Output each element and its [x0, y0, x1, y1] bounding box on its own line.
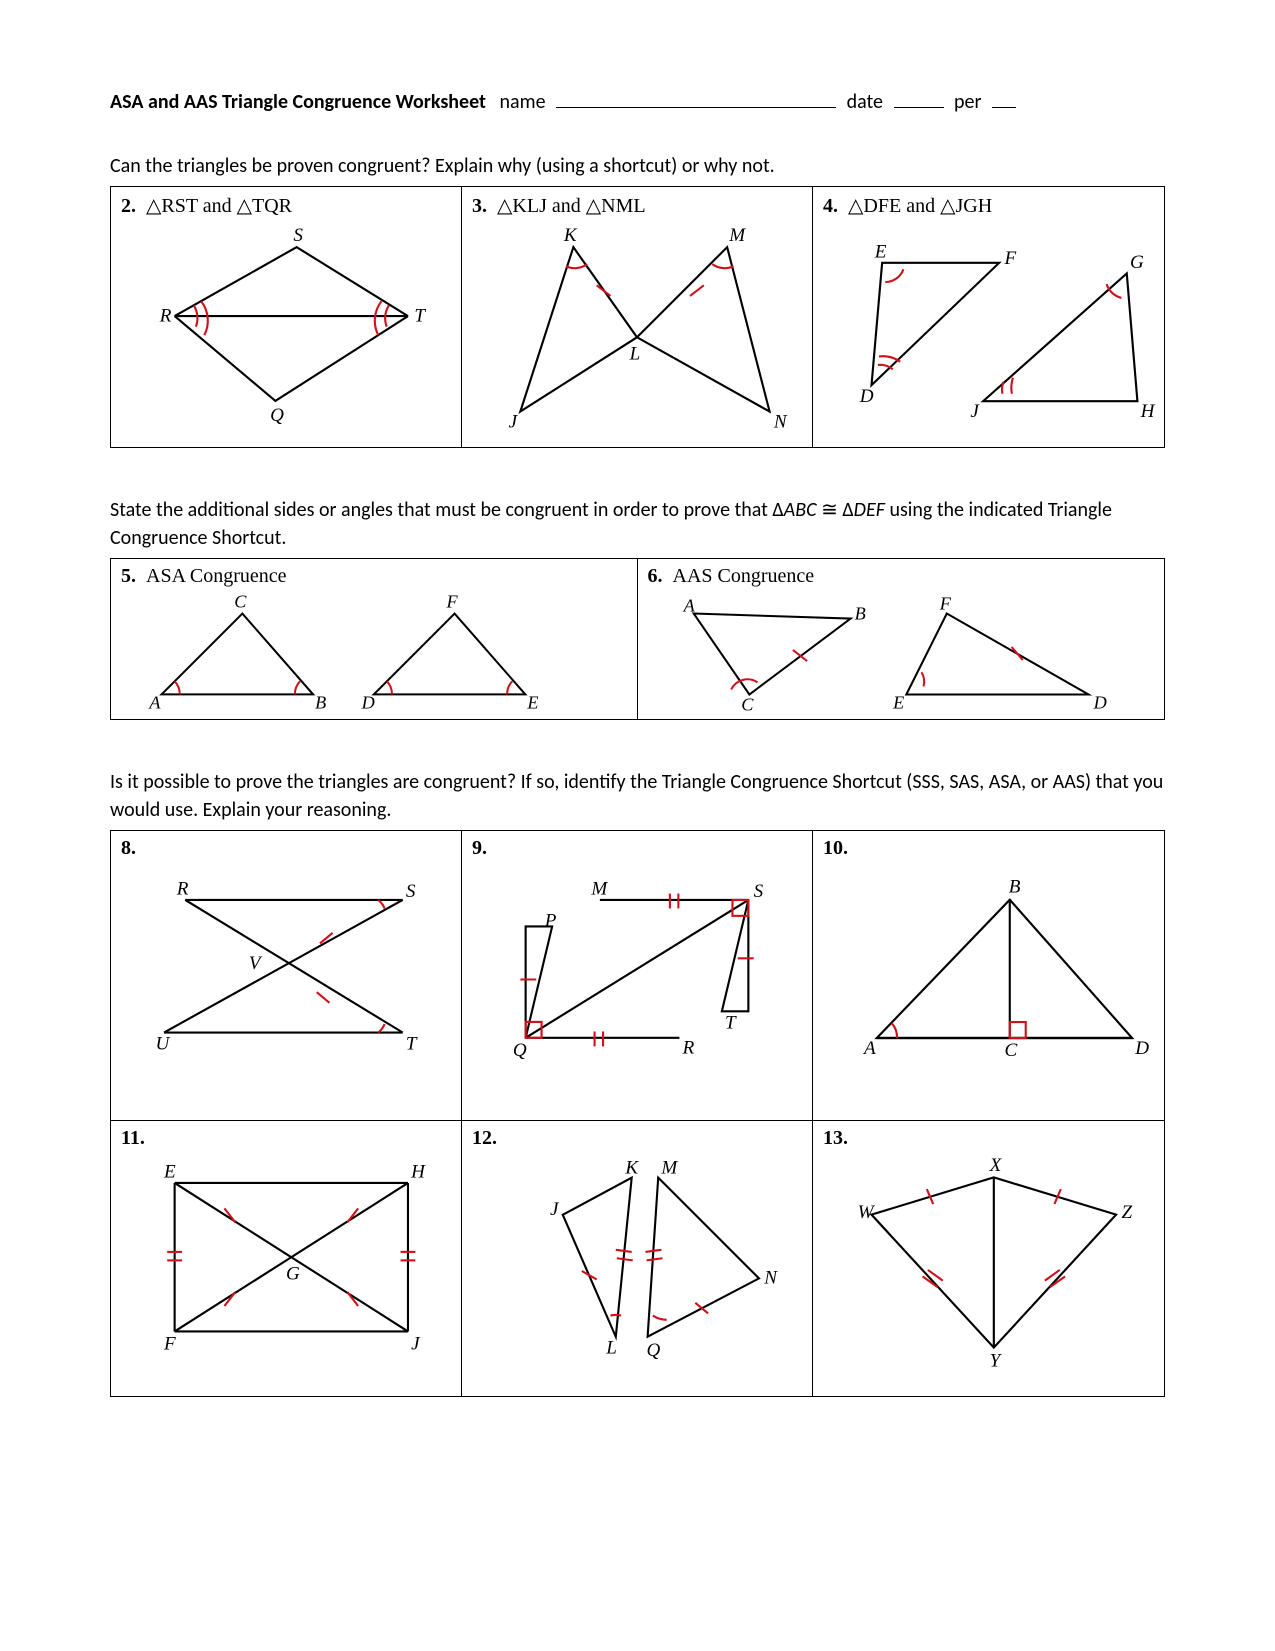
svg-text:E: E [874, 242, 887, 263]
svg-text:U: U [156, 1034, 171, 1055]
svg-text:Q: Q [647, 1340, 661, 1361]
svg-text:L: L [605, 1338, 617, 1359]
svg-text:B: B [854, 604, 865, 624]
problem-3-label: 3. △KLJ and △NML [472, 193, 802, 218]
svg-text:R: R [682, 1038, 695, 1059]
problem-11-diagram: E H F J G [111, 1129, 461, 1396]
svg-text:J: J [509, 411, 519, 432]
problem-12-cell: 12. J K L [462, 1121, 813, 1396]
svg-text:J: J [411, 1333, 421, 1354]
svg-text:R: R [159, 305, 172, 326]
per-blank[interactable] [992, 90, 1016, 108]
worksheet-header: ASA and AAS Triangle Congruence Workshee… [110, 90, 1165, 114]
section3-instruction: Is it possible to prove the triangles ar… [110, 768, 1165, 824]
section2-grid: 5. ASA Congruence A B C D E F [110, 558, 1165, 720]
date-label: date [847, 90, 883, 114]
svg-text:T: T [414, 305, 426, 326]
svg-text:H: H [1140, 401, 1156, 422]
svg-text:R: R [176, 879, 189, 900]
svg-text:Q: Q [513, 1040, 527, 1061]
problem-12-diagram: J K L M N Q [462, 1129, 812, 1396]
svg-text:M: M [660, 1157, 678, 1178]
svg-text:D: D [1134, 1038, 1149, 1059]
problem-13-cell: 13. W X Y Z [813, 1121, 1164, 1396]
problem-5-label: 5. ASA Congruence [121, 565, 627, 588]
svg-text:K: K [624, 1157, 639, 1178]
svg-text:M: M [728, 225, 746, 246]
svg-text:E: E [892, 693, 904, 713]
problem-2-cell: 2. △RST and △TQR R S T [111, 187, 462, 447]
svg-text:S: S [293, 225, 303, 246]
svg-text:T: T [725, 1012, 737, 1033]
svg-text:C: C [234, 592, 247, 612]
name-label: name [500, 90, 546, 114]
svg-text:J: J [550, 1199, 560, 1220]
problem-4-diagram: E F D G J H [813, 217, 1164, 447]
svg-text:C: C [1004, 1040, 1017, 1061]
problem-5-cell: 5. ASA Congruence A B C D E F [111, 559, 638, 719]
problem-8-cell: 8. R S U T V [111, 831, 462, 1121]
per-label: per [954, 90, 981, 114]
svg-text:D: D [1092, 693, 1106, 713]
svg-text:Q: Q [270, 405, 284, 426]
svg-text:F: F [163, 1333, 176, 1354]
svg-text:P: P [544, 910, 557, 931]
problem-9-diagram: M S P Q R T [462, 839, 812, 1120]
svg-text:G: G [286, 1263, 300, 1284]
section2-instruction: State the additional sides or angles tha… [110, 496, 1165, 552]
problem-10-diagram: A B C D [813, 839, 1164, 1120]
svg-text:M: M [590, 879, 608, 900]
svg-text:B: B [1009, 876, 1021, 897]
svg-text:F: F [938, 593, 951, 613]
svg-text:L: L [629, 344, 641, 365]
problem-6-cell: 6. AAS Congruence A B C E F D [638, 559, 1165, 719]
svg-text:X: X [989, 1155, 1003, 1176]
problem-4-label: 4. △DFE and △JGH [823, 193, 1154, 218]
problem-3-cell: 3. △KLJ and △NML K M L [462, 187, 813, 447]
problem-11-cell: 11. [111, 1121, 462, 1396]
svg-text:F: F [446, 592, 459, 612]
problem-5-diagram: A B C D E F [111, 589, 637, 719]
problem-10-cell: 10. A B C D [813, 831, 1164, 1121]
problem-9-cell: 9. [462, 831, 813, 1121]
svg-text:W: W [858, 1202, 876, 1223]
svg-text:G: G [1130, 252, 1144, 273]
svg-text:J: J [970, 401, 980, 422]
svg-text:Y: Y [990, 1351, 1003, 1372]
svg-text:C: C [741, 695, 754, 715]
problem-8-diagram: R S U T V [111, 839, 461, 1120]
svg-text:F: F [1003, 248, 1016, 269]
svg-text:S: S [406, 881, 416, 902]
svg-text:Z: Z [1121, 1202, 1132, 1223]
name-blank[interactable] [556, 90, 836, 108]
svg-text:A: A [682, 595, 695, 615]
section3-grid: 8. R S U T V [110, 830, 1165, 1397]
svg-text:A: A [862, 1038, 876, 1059]
svg-text:N: N [763, 1268, 778, 1289]
worksheet-title: ASA and AAS Triangle Congruence Workshee… [110, 90, 486, 114]
section1-grid: 2. △RST and △TQR R S T [110, 186, 1165, 448]
svg-text:E: E [526, 693, 538, 713]
problem-13-diagram: W X Y Z [813, 1129, 1164, 1396]
problem-4-cell: 4. △DFE and △JGH E F [813, 187, 1164, 447]
svg-text:S: S [754, 881, 764, 902]
problem-6-label: 6. AAS Congruence [648, 565, 1155, 588]
worksheet-page: ASA and AAS Triangle Congruence Workshee… [0, 0, 1275, 1477]
date-blank[interactable] [894, 90, 944, 108]
svg-text:D: D [361, 693, 375, 713]
svg-text:A: A [148, 693, 161, 713]
problem-2-diagram: R S T Q [111, 217, 461, 447]
problem-6-diagram: A B C E F D [638, 589, 1165, 719]
svg-text:B: B [315, 693, 326, 713]
svg-text:E: E [163, 1162, 176, 1183]
svg-text:K: K [563, 225, 578, 246]
svg-text:T: T [406, 1034, 418, 1055]
svg-text:H: H [410, 1162, 426, 1183]
svg-text:D: D [859, 386, 874, 407]
svg-text:N: N [773, 411, 788, 432]
section1-instruction: Can the triangles be proven congruent? E… [110, 152, 1165, 180]
problem-3-diagram: K M L J N [462, 217, 812, 447]
problem-2-label: 2. △RST and △TQR [121, 193, 451, 218]
svg-text:V: V [249, 953, 263, 974]
